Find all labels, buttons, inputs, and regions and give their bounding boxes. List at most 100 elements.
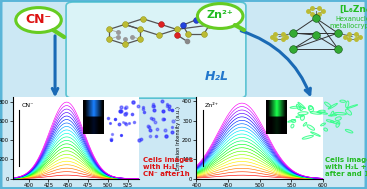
Ellipse shape — [308, 105, 312, 110]
Ellipse shape — [347, 105, 357, 108]
Point — [129, 112, 135, 115]
Ellipse shape — [310, 112, 321, 114]
Ellipse shape — [291, 119, 296, 122]
Circle shape — [16, 8, 61, 33]
Point — [147, 135, 153, 138]
Point — [118, 105, 124, 108]
Text: Zn²⁺: Zn²⁺ — [207, 10, 233, 20]
Circle shape — [197, 4, 243, 29]
Ellipse shape — [307, 125, 315, 130]
Point — [148, 117, 154, 120]
Point — [150, 105, 156, 108]
Ellipse shape — [326, 120, 334, 122]
Ellipse shape — [310, 132, 320, 136]
Point — [123, 105, 129, 108]
Ellipse shape — [309, 106, 314, 112]
Point — [164, 105, 170, 108]
Point — [122, 107, 128, 110]
Point — [123, 111, 129, 114]
Text: H₂L: H₂L — [204, 70, 229, 83]
Ellipse shape — [296, 115, 304, 117]
Point — [141, 111, 147, 114]
Point — [161, 118, 167, 121]
Ellipse shape — [346, 101, 349, 108]
Point — [119, 133, 124, 136]
Text: Zn²⁺: Zn²⁺ — [205, 103, 219, 108]
Point — [153, 121, 159, 124]
Y-axis label: Emission Intensity (a.u.): Emission Intensity (a.u.) — [176, 106, 181, 170]
Ellipse shape — [302, 135, 313, 139]
Point — [169, 131, 175, 134]
Point — [153, 135, 159, 138]
Point — [113, 117, 119, 120]
Point — [136, 138, 142, 141]
Point — [150, 118, 156, 121]
Point — [118, 110, 124, 113]
Point — [117, 110, 123, 113]
Ellipse shape — [345, 129, 353, 133]
Ellipse shape — [335, 117, 341, 121]
Ellipse shape — [345, 109, 352, 115]
Ellipse shape — [324, 128, 328, 131]
Ellipse shape — [318, 110, 325, 113]
Ellipse shape — [317, 112, 327, 114]
Point — [146, 125, 152, 128]
Point — [109, 132, 115, 135]
Point — [138, 137, 144, 140]
Point — [166, 107, 172, 110]
Ellipse shape — [301, 115, 305, 120]
Point — [123, 122, 128, 125]
Text: Cells images
with H₂L +
CN⁻ after1h: Cells images with H₂L + CN⁻ after1h — [143, 157, 193, 177]
Ellipse shape — [330, 121, 339, 124]
Point — [154, 128, 160, 131]
FancyBboxPatch shape — [66, 2, 246, 98]
Ellipse shape — [328, 103, 337, 109]
Ellipse shape — [298, 102, 305, 109]
Ellipse shape — [303, 122, 307, 126]
Text: Hexanuclear
metallocryptand: Hexanuclear metallocryptand — [329, 15, 367, 29]
Point — [169, 125, 175, 128]
Point — [164, 103, 170, 106]
Ellipse shape — [336, 122, 340, 127]
Ellipse shape — [328, 115, 337, 116]
Ellipse shape — [321, 123, 326, 126]
Point — [108, 138, 114, 141]
Point — [160, 109, 166, 112]
Point — [148, 129, 153, 132]
Ellipse shape — [290, 106, 301, 108]
Point — [160, 100, 166, 103]
Point — [140, 105, 146, 108]
Ellipse shape — [331, 111, 334, 116]
Point — [109, 138, 115, 141]
Ellipse shape — [291, 124, 294, 128]
Point — [126, 122, 132, 125]
Point — [141, 108, 146, 111]
Text: CN⁻: CN⁻ — [22, 103, 34, 108]
Point — [120, 120, 126, 123]
Point — [131, 121, 137, 124]
Text: Cells images
with H₂L + Zn²⁺
after and 1h: Cells images with H₂L + Zn²⁺ after and 1… — [325, 157, 367, 177]
Point — [107, 122, 113, 125]
Ellipse shape — [298, 112, 308, 115]
Ellipse shape — [340, 100, 346, 102]
Ellipse shape — [297, 104, 300, 110]
Point — [105, 117, 111, 120]
Ellipse shape — [334, 112, 346, 115]
Point — [150, 103, 156, 106]
Point — [162, 128, 168, 131]
Point — [163, 134, 169, 137]
Point — [169, 109, 175, 112]
Point — [151, 105, 157, 108]
Point — [123, 121, 128, 124]
Point — [122, 113, 128, 116]
Point — [146, 125, 152, 128]
Text: CN⁻: CN⁻ — [25, 12, 52, 26]
Point — [152, 109, 157, 112]
Text: [L₆Zn₆]: [L₆Zn₆] — [339, 5, 367, 14]
Ellipse shape — [288, 120, 295, 122]
Point — [130, 101, 136, 104]
Point — [166, 105, 172, 108]
Ellipse shape — [324, 102, 331, 107]
Ellipse shape — [300, 107, 304, 111]
Point — [160, 118, 166, 121]
